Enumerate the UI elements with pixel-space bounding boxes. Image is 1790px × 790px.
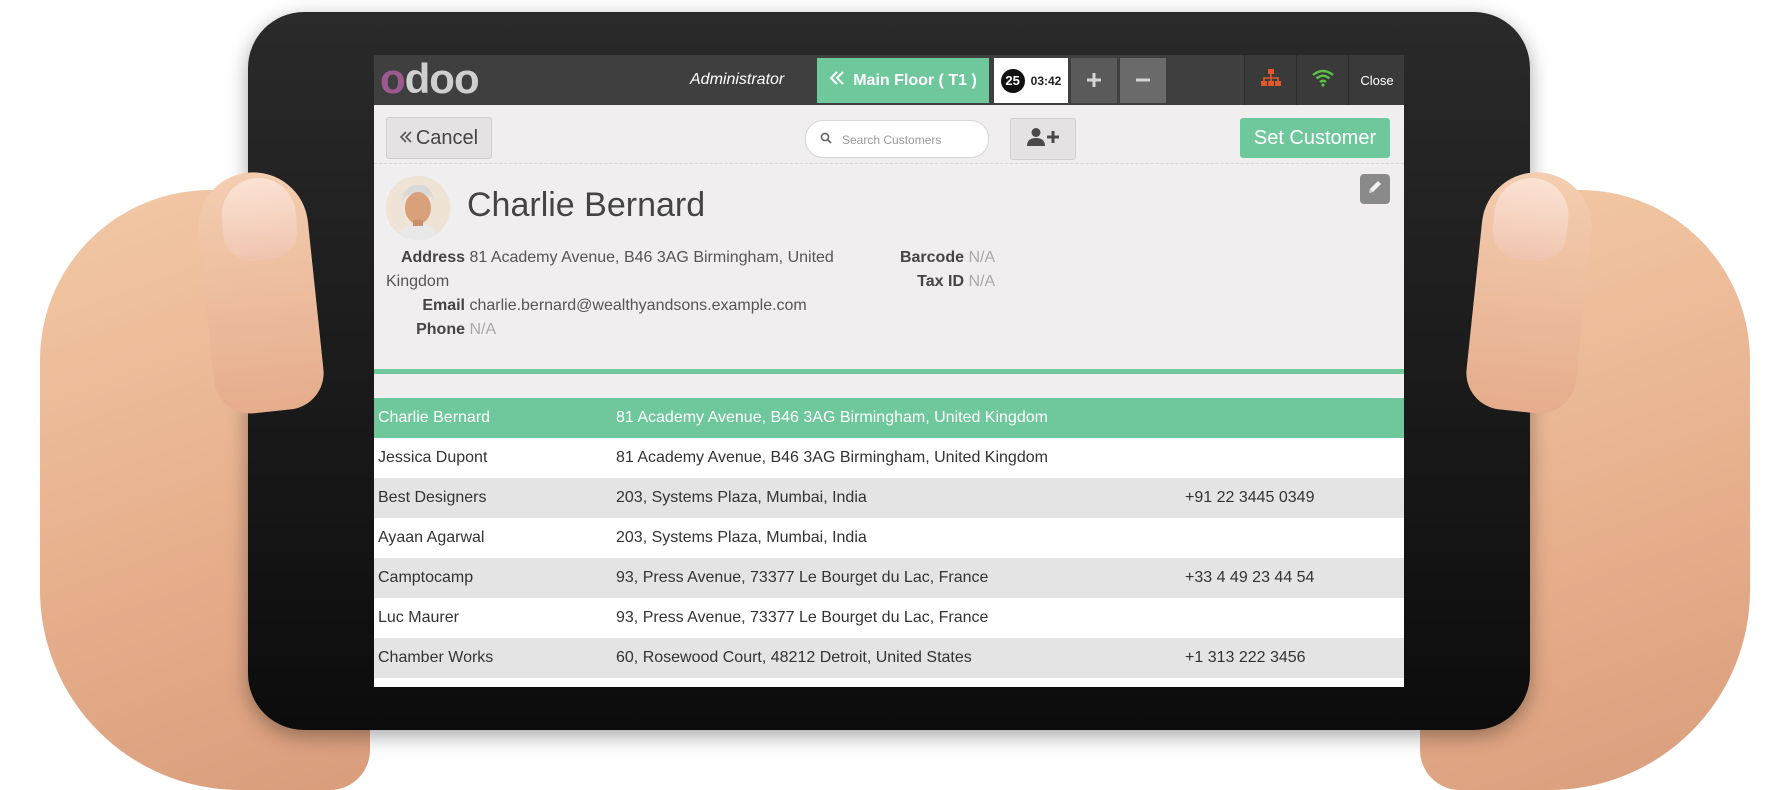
delete-order-button[interactable] bbox=[1120, 58, 1166, 103]
customer-row-address: 93, Press Avenue, 73377 Le Bourget du La… bbox=[616, 609, 989, 626]
user-name[interactable]: Administrator bbox=[690, 71, 785, 88]
floor-button-label: Main Floor ( T1 ) bbox=[853, 71, 977, 89]
double-chevron-left-icon bbox=[829, 70, 845, 91]
barcode-value: N/A bbox=[968, 249, 996, 266]
customer-row[interactable]: Best Designers 203, Systems Plaza, Mumba… bbox=[374, 478, 1404, 518]
customer-row-address: 203, Systems Plaza, Mumbai, India bbox=[616, 489, 867, 506]
status-area: Close bbox=[1244, 55, 1404, 105]
new-order-button[interactable] bbox=[1071, 58, 1117, 103]
phone-value: N/A bbox=[469, 321, 497, 338]
customer-row-phone: +91 22 3445 0349 bbox=[1185, 489, 1315, 506]
wifi-status[interactable] bbox=[1296, 55, 1349, 105]
customer-row[interactable]: Luc Maurer 93, Press Avenue, 73377 Le Bo… bbox=[374, 598, 1404, 638]
customer-row[interactable]: Chamber Works 60, Rosewood Court, 48212 … bbox=[374, 638, 1404, 678]
floor-button[interactable]: Main Floor ( T1 ) bbox=[817, 58, 989, 103]
top-bar: odoo Administrator Main Floor ( T1 ) 25 … bbox=[374, 55, 1404, 105]
customer-row-selected[interactable]: Charlie Bernard 81 Academy Avenue, B46 3… bbox=[374, 398, 1404, 438]
customer-details: Charlie Bernard Address 81 Academy Avenu… bbox=[374, 164, 1404, 376]
address-field: Address 81 Academy Avenue, B46 3AG Birmi… bbox=[386, 246, 846, 294]
search-input[interactable] bbox=[840, 127, 984, 153]
customer-row[interactable]: Ayaan Agarwal 203, Systems Plaza, Mumbai… bbox=[374, 518, 1404, 558]
barcode-field: Barcode N/A bbox=[854, 246, 995, 270]
wifi-icon bbox=[1311, 69, 1335, 92]
customer-avatar bbox=[386, 176, 450, 240]
phone-field: Phone N/A bbox=[386, 318, 496, 342]
edit-customer-button[interactable] bbox=[1360, 174, 1390, 204]
email-field: Email charlie.bernard@wealthyandsons.exa… bbox=[386, 294, 807, 318]
customer-row-phone: +33 4 49 23 44 54 bbox=[1185, 569, 1315, 586]
customer-row-phone bbox=[1185, 598, 1395, 638]
logo-rest: doo bbox=[404, 55, 480, 102]
add-user-icon bbox=[1026, 127, 1060, 152]
address-label: Address bbox=[400, 249, 465, 266]
customer-row[interactable]: Jessica Dupont 81 Academy Avenue, B46 3A… bbox=[374, 438, 1404, 478]
email-label: Email bbox=[422, 297, 465, 314]
customer-row-address: 203, Systems Plaza, Mumbai, India bbox=[616, 529, 867, 546]
customer-row[interactable]: Camptocamp 93, Press Avenue, 73377 Le Bo… bbox=[374, 558, 1404, 598]
order-time: 03:42 bbox=[1030, 73, 1062, 88]
phone-label: Phone bbox=[416, 321, 465, 338]
control-bar: Cancel Set Customer bbox=[374, 105, 1404, 164]
taxid-value: N/A bbox=[968, 273, 996, 290]
taxid-field: Tax ID N/A bbox=[854, 270, 995, 294]
set-customer-button[interactable]: Set Customer bbox=[1240, 118, 1390, 158]
taxid-label: Tax ID bbox=[917, 273, 964, 290]
customer-row-address: 93, Press Avenue, 73377 Le Bourget du La… bbox=[616, 569, 989, 586]
customer-row-address: 81 Academy Avenue, B46 3AG Birmingham, U… bbox=[616, 409, 1048, 426]
logo-letter-o: o bbox=[380, 55, 406, 102]
pencil-icon bbox=[1366, 178, 1384, 201]
customer-name: Charlie Bernard bbox=[467, 186, 706, 224]
pos-screen: odoo Administrator Main Floor ( T1 ) 25 … bbox=[374, 55, 1404, 687]
customer-row-name: Chamber Works bbox=[378, 649, 494, 666]
barcode-label: Barcode bbox=[899, 249, 964, 266]
customer-row-name: Charlie Bernard bbox=[378, 409, 491, 426]
customer-search bbox=[805, 120, 989, 158]
details-divider bbox=[374, 369, 1404, 374]
minus-icon bbox=[1135, 67, 1151, 95]
customer-row-name: Jessica Dupont bbox=[378, 449, 488, 466]
customer-row-name: Best Designers bbox=[378, 489, 487, 506]
email-value: charlie.bernard@wealthyandsons.example.c… bbox=[469, 297, 807, 314]
cancel-button-label: Cancel bbox=[415, 126, 479, 149]
double-chevron-left-icon bbox=[399, 127, 412, 150]
cancel-button[interactable]: Cancel bbox=[386, 117, 492, 159]
customer-row-phone bbox=[1185, 518, 1395, 558]
order-number: 25 bbox=[1000, 68, 1025, 93]
plus-icon bbox=[1086, 67, 1102, 95]
customer-row-phone: +1 313 222 3456 bbox=[1185, 649, 1306, 666]
order-tab[interactable]: 25 03:42 bbox=[994, 58, 1068, 103]
odoo-logo: odoo bbox=[380, 58, 480, 100]
network-status[interactable] bbox=[1244, 55, 1297, 105]
add-customer-button[interactable] bbox=[1010, 118, 1076, 160]
customer-row-address: 60, Rosewood Court, 48212 Detroit, Unite… bbox=[616, 649, 972, 666]
customer-row-name: Camptocamp bbox=[378, 569, 474, 586]
search-icon bbox=[820, 131, 832, 149]
customer-row-phone bbox=[1185, 438, 1395, 478]
network-icon bbox=[1260, 68, 1282, 93]
customer-row-address: 81 Academy Avenue, B46 3AG Birmingham, U… bbox=[616, 449, 1048, 466]
customer-row-name: Luc Maurer bbox=[378, 609, 459, 626]
address-value: 81 Academy Avenue, B46 3AG Birmingham, U… bbox=[386, 249, 834, 290]
customer-row-name: Ayaan Agarwal bbox=[378, 529, 485, 546]
close-button[interactable]: Close bbox=[1348, 55, 1404, 105]
customer-list: Charlie Bernard 81 Academy Avenue, B46 3… bbox=[374, 398, 1404, 687]
customer-row-phone bbox=[1185, 398, 1395, 438]
